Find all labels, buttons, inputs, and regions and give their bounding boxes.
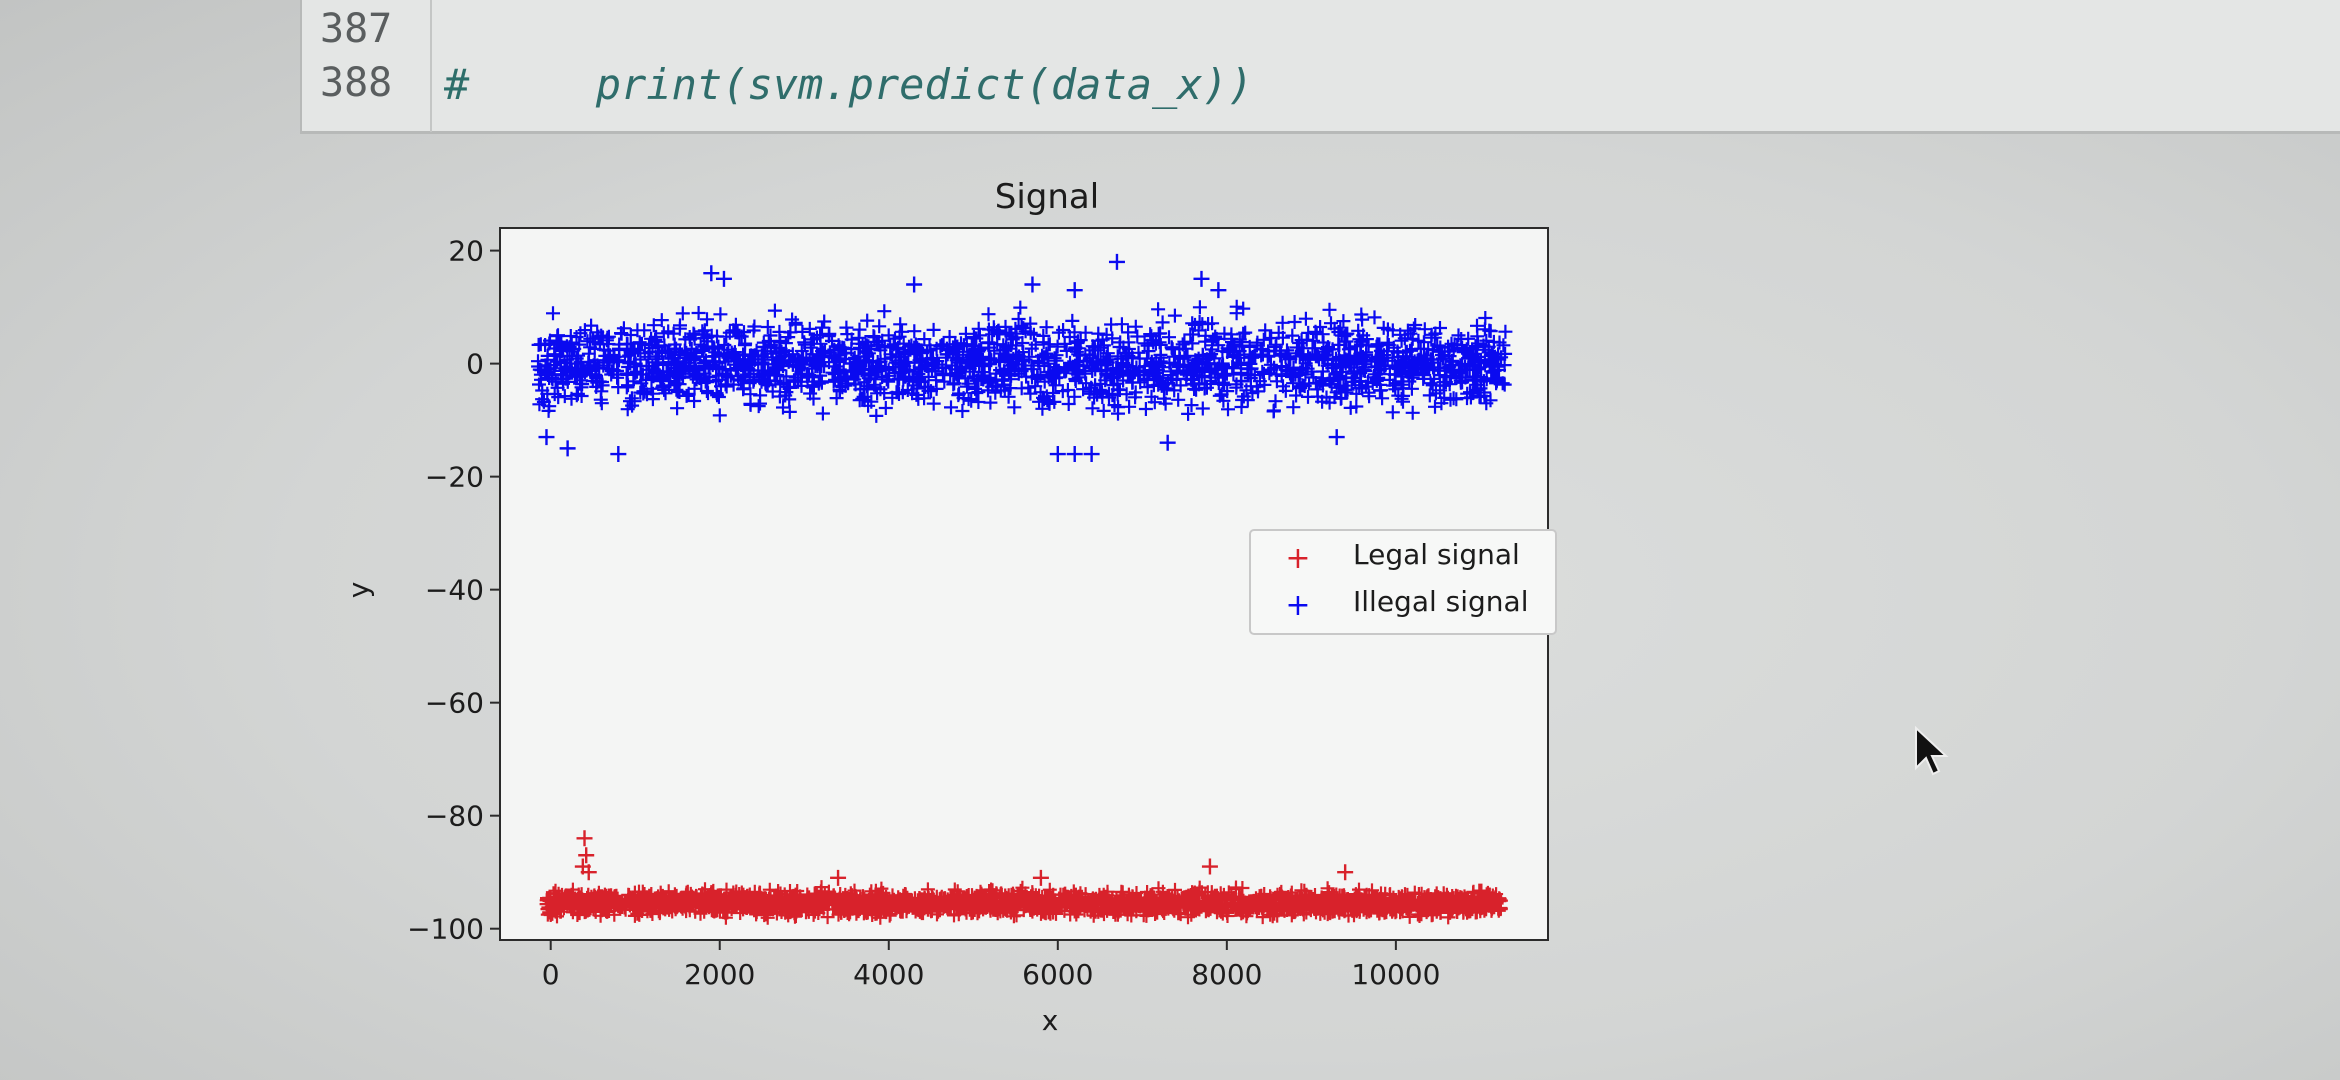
x-tick-label: 10000 bbox=[1351, 958, 1440, 991]
illegal-signal-outlier-point bbox=[1049, 446, 1066, 463]
illegal-signal-outlier-point bbox=[1024, 276, 1041, 293]
legal-signal-outlier-point bbox=[1201, 858, 1218, 875]
y-tick-label: 20 bbox=[448, 235, 484, 268]
illegal-signal-outlier-point bbox=[1108, 253, 1125, 270]
y-tick-label: −60 bbox=[425, 687, 484, 720]
legend-box bbox=[1249, 529, 1557, 635]
illegal-signal-outlier-point bbox=[1193, 270, 1210, 287]
legend-label-illegal: Illegal signal bbox=[1353, 585, 1528, 618]
illegal-signal-outlier-point bbox=[703, 265, 720, 282]
illegal-signal-outlier-point bbox=[715, 270, 732, 287]
illegal-signal-outlier-point bbox=[1083, 446, 1100, 463]
legend-marker-illegal: + bbox=[1285, 588, 1310, 623]
illegal-signal-outlier-point bbox=[538, 429, 555, 446]
plot-figure: 0 2000 4000 6000 8000 10000 20 0 −20 −40 −60 −80 −10… bbox=[340, 160, 1640, 1060]
x-tick-label: 6000 bbox=[1022, 958, 1093, 991]
legend-marker-legal: + bbox=[1285, 541, 1310, 576]
legal-signal-outlier-point bbox=[578, 847, 595, 864]
scatter-chart: 0 2000 4000 6000 8000 10000 20 0 −20 −40 −60 −80 −10… bbox=[342, 177, 1557, 1037]
y-axis-label: y bbox=[342, 582, 375, 599]
legal-signal-outlier-point bbox=[830, 869, 847, 886]
illegal-signal-outlier-point bbox=[1066, 282, 1083, 299]
x-tick-label: 4000 bbox=[853, 958, 924, 991]
x-tick-label: 2000 bbox=[684, 958, 755, 991]
comment-marker: # bbox=[444, 60, 470, 109]
x-axis-label: x bbox=[1042, 1004, 1059, 1037]
legal-signal-outlier-point bbox=[580, 864, 597, 881]
line-number: 388 bbox=[320, 60, 393, 106]
illegal-signal-outlier-point bbox=[906, 276, 923, 293]
illegal-signal-outlier-point bbox=[1066, 446, 1083, 463]
legal-signal-point-cloud bbox=[539, 880, 1508, 925]
legal-signal-outlier-point bbox=[576, 830, 593, 847]
code-cell[interactable]: 387 388 # print(svm.predict(data_x)) bbox=[300, 0, 2340, 134]
y-tick-label: −80 bbox=[425, 800, 484, 833]
chart-title: Signal bbox=[995, 177, 1099, 217]
line-number-gutter: 387 388 bbox=[302, 0, 432, 132]
illegal-signal-outlier-point bbox=[610, 446, 627, 463]
line-number: 387 bbox=[320, 6, 393, 52]
commented-code: print(svm.predict(data_x)) bbox=[469, 60, 1254, 109]
series-illegal-signal bbox=[531, 253, 1513, 463]
y-tick-label: −100 bbox=[407, 913, 484, 946]
x-tick-label: 8000 bbox=[1191, 958, 1262, 991]
y-tick-label: 0 bbox=[466, 348, 484, 381]
series-legal-signal bbox=[539, 830, 1508, 925]
illegal-signal-point-cloud bbox=[531, 299, 1513, 423]
legal-signal-outlier-point bbox=[1032, 869, 1049, 886]
x-tick-label: 0 bbox=[542, 958, 560, 991]
legal-signal-outlier-point bbox=[1337, 864, 1354, 881]
illegal-signal-outlier-point bbox=[1210, 282, 1227, 299]
illegal-signal-outlier-point bbox=[1328, 429, 1345, 446]
legend: + Legal signal + Illegal signal bbox=[1249, 529, 1557, 635]
illegal-signal-outlier-point bbox=[1159, 434, 1176, 451]
legend-label-legal: Legal signal bbox=[1353, 538, 1520, 571]
mouse-cursor-icon bbox=[1915, 725, 1949, 776]
y-tick-label: −20 bbox=[425, 461, 484, 494]
code-line[interactable]: # print(svm.predict(data_x)) bbox=[444, 60, 1253, 109]
y-tick-label: −40 bbox=[425, 574, 484, 607]
illegal-signal-outlier-point bbox=[559, 440, 576, 457]
